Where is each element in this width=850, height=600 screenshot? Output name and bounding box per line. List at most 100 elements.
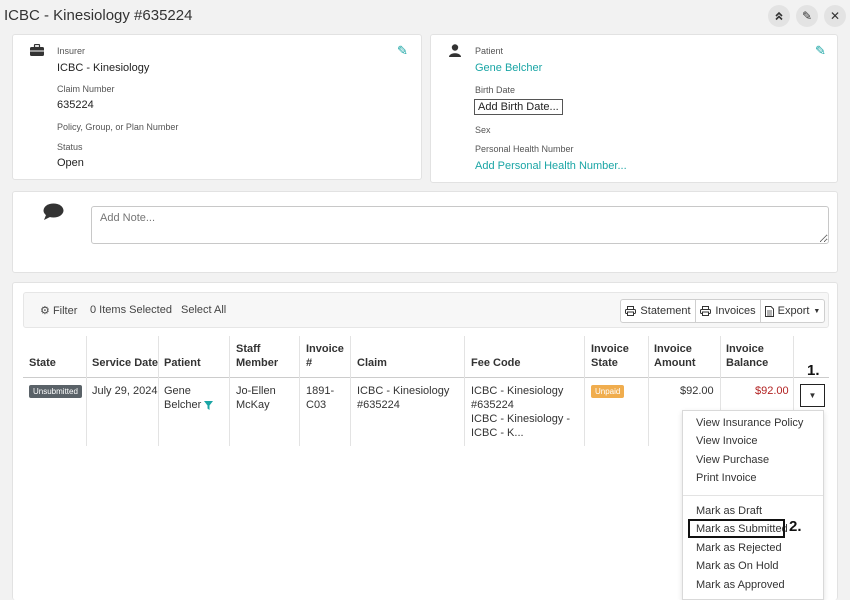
close-icon: ✕ xyxy=(829,9,841,23)
comment-icon xyxy=(43,203,64,220)
status-value: Open xyxy=(57,157,84,169)
menu-item-mark-as-rejected[interactable]: Mark as Rejected xyxy=(696,542,782,554)
insurer-value: ICBC - Kinesiology xyxy=(57,62,150,74)
invoice-amount-cell: $92.00 xyxy=(680,385,714,397)
column-divider xyxy=(793,336,794,446)
column-divider xyxy=(158,336,159,446)
edit-insurer-icon[interactable]: ✎ xyxy=(397,43,408,58)
menu-divider xyxy=(683,495,823,496)
invoice-toolbar: ⚙ Filter 0 Items Selected Select All Sta… xyxy=(23,292,829,328)
column-divider xyxy=(584,336,585,446)
close-button[interactable]: ✕ xyxy=(824,5,846,27)
invoice-cell-line1: 1891- xyxy=(306,385,335,397)
col-header-state[interactable]: State xyxy=(29,357,56,369)
select-all-link[interactable]: Select All xyxy=(181,304,227,316)
column-divider xyxy=(229,336,230,446)
document-icon xyxy=(764,305,774,317)
fee-cell-line4: ICBC - K... xyxy=(471,427,524,439)
column-divider xyxy=(464,336,465,446)
invoices-button[interactable]: Invoices xyxy=(695,299,761,323)
claim-cell-line1: ICBC - Kinesiology xyxy=(357,385,450,397)
filter-label: Filter xyxy=(52,305,78,317)
insurer-label: Insurer xyxy=(57,46,86,56)
col-header-staff[interactable]: Staff Member xyxy=(236,342,278,370)
row-actions-dropdown-button[interactable]: ▼ xyxy=(800,384,825,407)
user-icon xyxy=(449,44,461,57)
sex-label: Sex xyxy=(475,125,491,135)
caret-down-icon: ▼ xyxy=(813,307,821,315)
edit-button[interactable]: ✎ xyxy=(796,5,818,27)
statement-label: Statement xyxy=(640,305,691,317)
invoices-label: Invoices xyxy=(715,305,756,317)
step-1-annotation: 1. xyxy=(807,362,820,379)
menu-item-print-invoice[interactable]: Print Invoice xyxy=(696,472,757,484)
statement-button[interactable]: Statement xyxy=(620,299,696,323)
patient-link[interactable]: Gene Belcher xyxy=(475,62,543,74)
items-selected-count: 0 Items Selected xyxy=(90,304,172,316)
add-phn-link[interactable]: Add Personal Health Number... xyxy=(475,160,627,172)
staff-cell-line2: McKay xyxy=(236,399,270,411)
col-header-staff-line2: Member xyxy=(236,357,279,369)
patient-cell-line2: Belcher xyxy=(164,398,214,412)
service-date-cell: July 29, 2024 xyxy=(92,385,158,397)
printer-icon xyxy=(625,306,637,316)
filter-button[interactable]: ⚙ Filter xyxy=(40,304,77,317)
step-2-annotation: 2. xyxy=(789,518,802,535)
menu-item-view-invoice[interactable]: View Invoice xyxy=(696,435,758,447)
birth-date-label: Birth Date xyxy=(475,85,516,95)
col-header-invoice-line2: # xyxy=(306,357,313,369)
claim-cell-line2: #635224 xyxy=(357,399,400,411)
col-header-service-date[interactable]: Service Date xyxy=(92,357,159,369)
insurer-card: ✎ Insurer ICBC - Kinesiology Claim Numbe… xyxy=(12,34,422,180)
dialog-header: ICBC - Kinesiology #635224 ✎ ✕ xyxy=(0,0,850,32)
col-header-patient[interactable]: Patient xyxy=(164,357,201,369)
col-header-claim[interactable]: Claim xyxy=(357,357,387,369)
patient-cell-line1: Gene xyxy=(164,385,191,397)
menu-item-mark-as-on-hold[interactable]: Mark as On Hold xyxy=(696,560,779,572)
export-label: Export xyxy=(777,305,810,317)
note-input[interactable] xyxy=(91,206,829,244)
header-divider xyxy=(23,377,829,378)
menu-item-mark-as-approved[interactable]: Mark as Approved xyxy=(696,579,785,591)
status-badge-unpaid: Unpaid xyxy=(591,385,625,398)
column-divider xyxy=(720,336,721,446)
highlight-mark-as-submitted xyxy=(688,519,785,538)
col-header-invoice-number[interactable]: Invoice # xyxy=(306,342,344,370)
invoice-number-cell: 1891- C03 xyxy=(306,384,334,412)
phn-label: Personal Health Number xyxy=(475,144,574,154)
edit-patient-icon[interactable]: ✎ xyxy=(815,43,826,58)
col-header-inv-state-line2: State xyxy=(591,357,618,369)
fee-code-cell: ICBC - Kinesiology #635224 ICBC - Kinesi… xyxy=(471,384,570,440)
column-divider xyxy=(299,336,300,446)
column-divider xyxy=(350,336,351,446)
page-title: ICBC - Kinesiology #635224 xyxy=(4,7,193,24)
col-header-invoice-balance[interactable]: Invoice Balance xyxy=(726,342,768,370)
col-header-invoice-state[interactable]: Invoice State xyxy=(591,342,629,370)
col-header-inv-balance-line2: Balance xyxy=(726,357,769,369)
col-header-inv-amount-line1: Invoice xyxy=(654,343,692,355)
col-header-inv-state-line1: Invoice xyxy=(591,343,629,355)
menu-item-mark-as-submitted[interactable]: Mark as Submitted xyxy=(696,523,788,535)
column-divider xyxy=(86,336,87,446)
export-dropdown[interactable]: Export ▼ xyxy=(760,299,825,323)
menu-item-view-purchase[interactable]: View Purchase xyxy=(696,454,770,466)
patient-cell-link[interactable]: Gene Belcher xyxy=(164,384,214,412)
menu-item-mark-as-draft[interactable]: Mark as Draft xyxy=(696,505,763,517)
col-header-fee-code[interactable]: Fee Code xyxy=(471,357,521,369)
staff-cell: Jo-Ellen McKay xyxy=(236,384,276,412)
col-header-staff-line1: Staff xyxy=(236,343,261,355)
menu-item-view-insurance-policy[interactable]: View Insurance Policy xyxy=(696,417,804,429)
add-birth-date-button[interactable]: Add Birth Date... xyxy=(474,99,563,115)
col-header-invoice-line1: Invoice xyxy=(306,343,344,355)
double-chevron-up-icon xyxy=(775,11,783,21)
printer-icon xyxy=(700,306,712,316)
collapse-button[interactable] xyxy=(768,5,790,27)
col-header-invoice-amount[interactable]: Invoice Amount xyxy=(654,342,696,370)
caret-down-icon: ▼ xyxy=(808,391,817,400)
status-label: Status xyxy=(57,142,83,152)
patient-label: Patient xyxy=(475,46,504,56)
status-badge-unsubmitted: Unsubmitted xyxy=(29,385,82,398)
column-divider xyxy=(648,336,649,446)
claim-number-label: Claim Number xyxy=(57,84,115,94)
filter-icon[interactable] xyxy=(204,400,214,410)
